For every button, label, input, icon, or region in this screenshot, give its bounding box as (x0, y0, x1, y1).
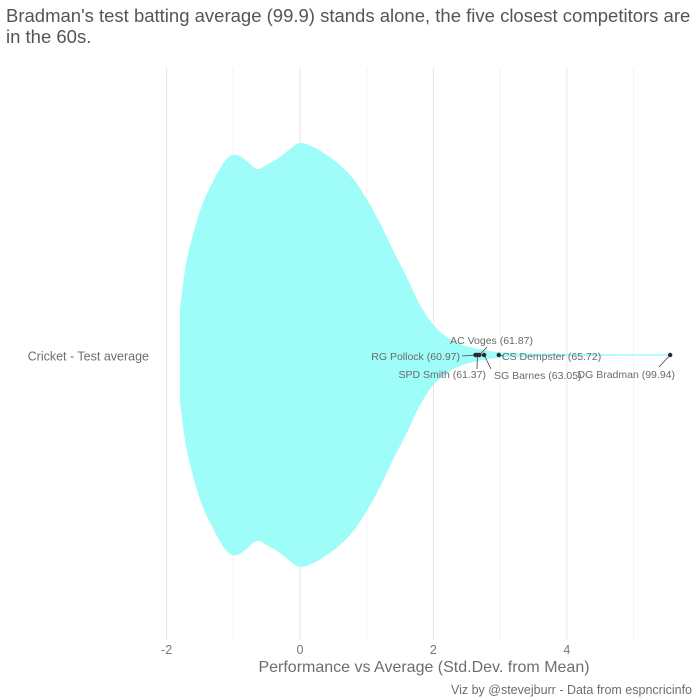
point-label: SG Barnes (63.05) (494, 370, 582, 382)
x-tick-label: 4 (563, 643, 570, 657)
x-tick-label: 0 (297, 643, 304, 657)
leader-line (461, 354, 476, 357)
data-point (496, 352, 501, 358)
x-tick-labels: -2 0 2 4 (161, 643, 570, 657)
x-tick-label: -2 (161, 643, 172, 657)
data-point (481, 352, 487, 358)
point-label: AC Voges (61.87) (450, 335, 533, 347)
data-point (667, 352, 673, 358)
violin-shape (179, 142, 671, 568)
point-label: SPD Smith (61.37) (398, 369, 486, 381)
data-points: DG Bradman (99.94) CS Dempster (65.72) SG … (371, 335, 675, 382)
chart-title: Bradman's test batting average (99.9) st… (6, 5, 691, 47)
x-tick-label: 2 (430, 643, 437, 657)
point-label: CS Dempster (65.72) (502, 351, 601, 363)
leader-line (483, 354, 492, 370)
data-point (473, 352, 478, 358)
caption: Viz by @stevejburr - Data from espncrici… (451, 683, 692, 697)
point-label: RG Pollock (60.97) (371, 351, 460, 363)
leader-line (658, 354, 671, 368)
x-axis-label: Performance vs Average (Std.Dev. from Me… (258, 659, 589, 676)
category-label: Cricket - Test average (28, 350, 149, 364)
point-label: DG Bradman (99.94) (578, 369, 675, 381)
